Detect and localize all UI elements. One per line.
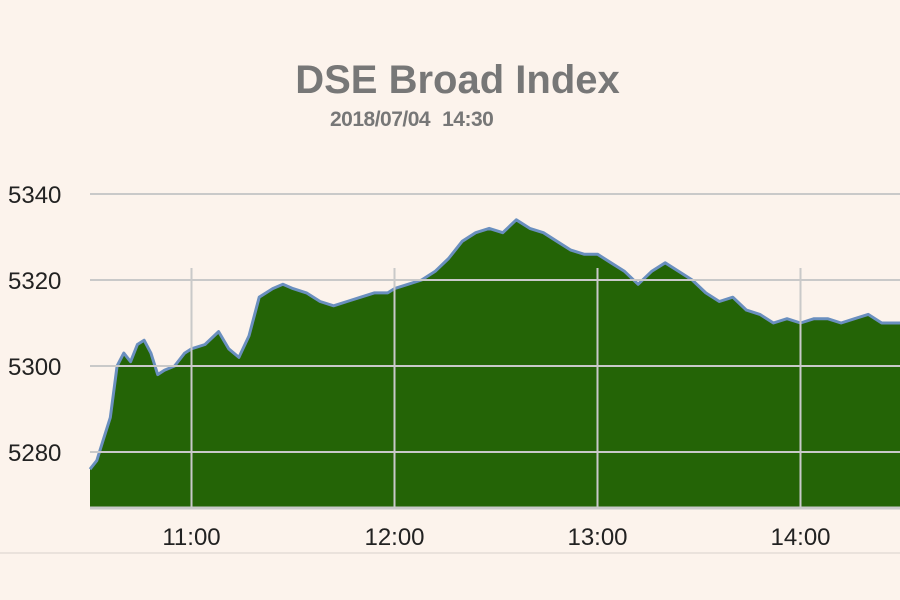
y-tick-label: 5320 bbox=[8, 268, 61, 295]
x-tick-label: 12:00 bbox=[364, 524, 424, 551]
y-tick-label: 5280 bbox=[8, 440, 61, 467]
chart-title: DSE Broad Index bbox=[295, 58, 620, 102]
chart-subtitle: 2018/07/04 14:30 bbox=[330, 108, 494, 132]
tick-layer: 5280 5300 5320 5340 11:00 12:00 13:00 14:00 bbox=[8, 182, 831, 551]
overgrid-layer bbox=[90, 193, 900, 508]
index-area bbox=[90, 219, 900, 508]
y-tick-label: 5340 bbox=[8, 182, 61, 209]
x-tick-label: 11:00 bbox=[162, 524, 220, 551]
index-line bbox=[88, 218, 900, 471]
subtitle-time: 14:30 bbox=[442, 108, 494, 131]
x-tick-label: 13:00 bbox=[567, 524, 627, 551]
subtitle-date: 2018/07/04 bbox=[330, 108, 431, 131]
x-tick-label: 14:00 bbox=[770, 524, 830, 551]
series-layer bbox=[88, 218, 900, 508]
y-tick-label: 5300 bbox=[8, 354, 61, 381]
